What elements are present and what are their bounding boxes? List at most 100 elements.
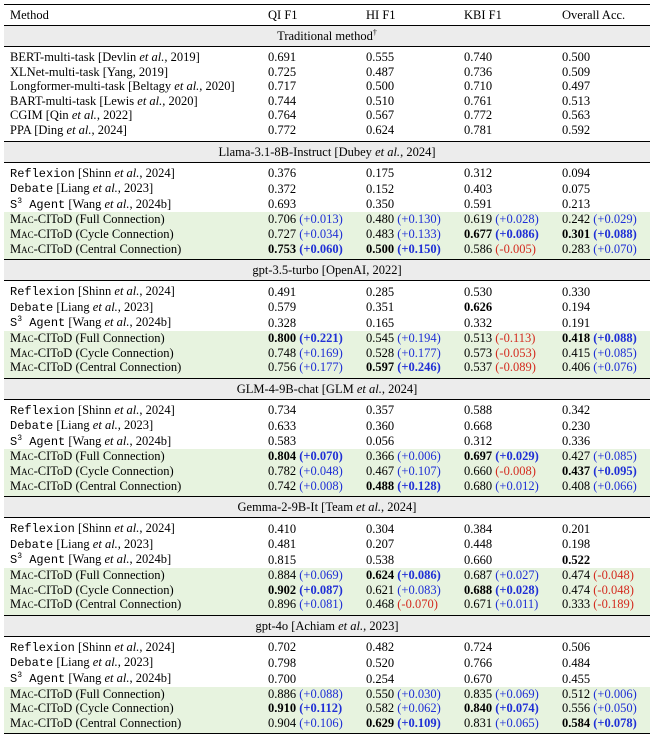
method-cell: S3 Agent [Wang et al., 2024b] <box>4 434 262 450</box>
metric-value: 0.584 <box>562 715 591 730</box>
metric-value: 0.056 <box>366 434 395 449</box>
metric-value: 0.798 <box>268 655 297 670</box>
method-text: [Wang <box>65 671 105 685</box>
metric-delta: (+0.006) <box>593 686 637 701</box>
metric-value: 0.835 <box>464 686 493 701</box>
method-text-post: , 2023] <box>117 181 154 196</box>
metric-value: 0.660 <box>464 552 493 567</box>
metric-value: 0.583 <box>268 434 297 449</box>
metric-value: 0.840 <box>464 701 493 716</box>
metric-value: 0.376 <box>268 166 297 181</box>
metric-value: 0.910 <box>268 701 297 716</box>
kbi-f1-cell: 0.573 (-0.053) <box>458 345 556 361</box>
s3-base: S <box>10 553 18 568</box>
overall-acc-cell: 0.330 <box>556 281 650 300</box>
metric-value: 0.781 <box>464 122 493 137</box>
kbi-f1-cell: 0.835 (+0.069) <box>458 686 556 702</box>
kbi-f1-cell: 0.680 (+0.012) <box>458 478 556 497</box>
overall-acc-cell: 0.301 (+0.088) <box>556 226 650 242</box>
method-text: [Wang <box>65 552 105 567</box>
metric-value: 0.427 <box>562 449 591 464</box>
kbi-f1-cell: 0.537 (-0.089) <box>458 360 556 379</box>
qi-f1-cell: 0.804 (+0.070) <box>262 449 360 465</box>
qi-f1-cell: 0.700 <box>262 671 360 687</box>
metric-value: 0.710 <box>464 79 493 94</box>
metric-value: 0.191 <box>562 315 591 330</box>
overall-acc-cell: 0.418 (+0.088) <box>556 330 650 346</box>
metric-value: 0.484 <box>562 655 591 670</box>
metric-value: 0.697 <box>464 449 493 464</box>
s3-exp: 3 <box>17 671 23 680</box>
method-text: PPA [Ding <box>10 122 67 137</box>
table-row-ours: Mac-CIToD (Cycle Connection) 0.902 (+0.08… <box>4 582 650 598</box>
method-text: Longformer-multi-task [Beltagy <box>10 79 175 94</box>
metric-delta: (+0.074) <box>495 701 539 716</box>
qi-f1-cell: 0.706 (+0.013) <box>262 212 360 227</box>
hi-f1-cell: 0.597 (+0.246) <box>360 360 458 379</box>
metric-value: 0.688 <box>464 582 493 597</box>
metric-value: 0.474 <box>562 568 591 583</box>
group-header-row: Llama-3.1-8B-Instruct [Dubey et al., 202… <box>4 140 650 163</box>
metric-value: 0.330 <box>562 284 591 299</box>
metric-delta: (+0.088) <box>593 330 637 345</box>
method-text-post: , 2019] <box>164 50 200 64</box>
header-qi-f1: QI F1 <box>268 8 298 22</box>
method-smallcaps: Mac <box>10 686 34 701</box>
method-code-name: Debate <box>10 656 54 671</box>
metric-delta: (+0.069) <box>299 568 343 583</box>
metric-value: 0.500 <box>366 241 395 256</box>
hi-f1-cell: 0.621 (+0.083) <box>360 582 458 598</box>
overall-acc-cell: 0.427 (+0.085) <box>556 449 650 465</box>
method-et-al: et al. <box>92 655 118 670</box>
kbi-f1-cell: 0.677 (+0.086) <box>458 226 556 242</box>
method-text-post: , 2023] <box>117 418 154 433</box>
qi-f1-cell: 0.756 (+0.177) <box>262 360 360 379</box>
qi-f1-cell: 0.798 <box>262 655 360 671</box>
hi-f1-cell: 0.285 <box>360 281 458 300</box>
method-cell: Mac-CIToD (Full Connection) <box>4 568 262 583</box>
kbi-f1-cell: 0.660 (-0.008) <box>458 464 556 479</box>
method-smallcaps: Mac <box>10 582 34 597</box>
metric-value: 0.481 <box>268 537 297 552</box>
method-et-al: et al. <box>114 521 140 536</box>
kbi-f1-cell: 0.332 <box>458 315 556 331</box>
hi-f1-cell: 0.510 <box>360 94 458 109</box>
kbi-f1-cell: 0.513 (-0.113) <box>458 330 556 346</box>
metric-delta: (+0.177) <box>299 360 343 375</box>
metric-delta: (-0.053) <box>495 345 536 360</box>
metric-value: 0.693 <box>268 197 297 212</box>
overall-acc-cell: 0.506 <box>556 636 650 655</box>
method-code-name: S3 Agent <box>10 316 65 331</box>
hi-f1-cell: 0.304 <box>360 518 458 537</box>
metric-delta: (-0.008) <box>495 464 536 479</box>
metric-delta: (+0.048) <box>299 464 343 479</box>
metric-delta: (-0.048) <box>593 568 634 583</box>
kbi-f1-cell: 0.312 <box>458 162 556 181</box>
method-code-name: Debate <box>10 537 54 552</box>
method-smallcaps: Mac <box>10 701 34 716</box>
metric-value: 0.573 <box>464 345 493 360</box>
method-et-al: et al. <box>92 299 118 314</box>
overall-acc-cell: 0.213 <box>556 197 650 213</box>
metric-value: 0.884 <box>268 568 297 583</box>
metric-value: 0.633 <box>268 418 297 433</box>
metric-value: 0.418 <box>562 330 591 345</box>
metric-delta: (+0.011) <box>495 597 539 612</box>
kbi-f1-cell: 0.312 <box>458 434 556 450</box>
metric-value: 0.725 <box>268 64 297 79</box>
hi-f1-cell: 0.487 <box>360 65 458 80</box>
method-text: -CIToD (Central Connection) <box>33 715 182 730</box>
overall-acc-cell: 0.094 <box>556 162 650 181</box>
overall-acc-cell: 0.336 <box>556 434 650 450</box>
table-row: Debate [Liang et al., 2023] 0.798 0.520 0.7… <box>4 655 650 671</box>
method-text-post: , 2022] <box>96 108 133 123</box>
qi-f1-cell: 0.886 (+0.088) <box>262 686 360 702</box>
metric-delta: (+0.028) <box>495 212 539 227</box>
metric-value: 0.764 <box>268 108 297 123</box>
method-cell: BART-multi-task [Lewis et al., 2020] <box>4 94 262 109</box>
method-text: -CIToD (Central Connection) <box>33 597 182 612</box>
metric-delta: (+0.130) <box>397 212 441 227</box>
method-cell: Mac-CIToD (Cycle Connection) <box>4 582 262 598</box>
qi-f1-cell: 0.481 <box>262 537 360 553</box>
method-text: -CIToD (Cycle Connection) <box>33 345 174 360</box>
